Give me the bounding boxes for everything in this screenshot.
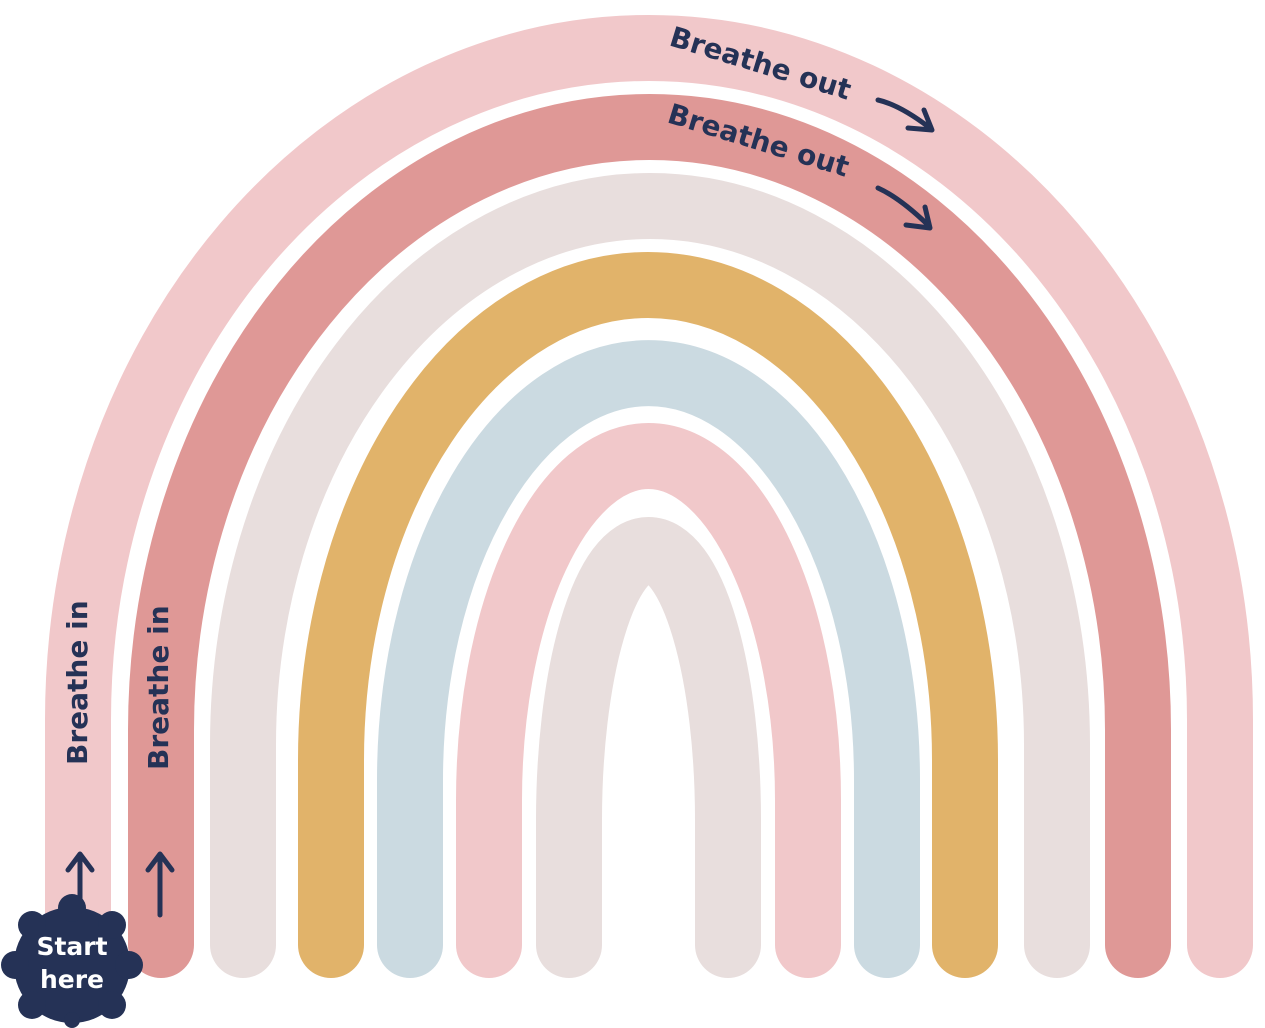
start-badge: Start here	[1, 894, 143, 1028]
breathe-in-label: Breathe in	[61, 600, 94, 765]
band	[569, 550, 728, 945]
badge-scallop	[1, 951, 29, 979]
rainbow-diagram: Breathe out Breathe out Breathe in Breat…	[0, 0, 1265, 1028]
badge-text: here	[40, 965, 104, 994]
breathe-in-label: Breathe in	[142, 605, 175, 770]
badge-scallop	[98, 991, 126, 1019]
rainbow	[78, 48, 1220, 945]
badge-scallop	[115, 951, 143, 979]
badge-scallop	[18, 991, 46, 1019]
badge-scallop	[58, 894, 86, 922]
badge-scallop	[64, 1012, 80, 1028]
badge-text: Start	[36, 932, 107, 961]
